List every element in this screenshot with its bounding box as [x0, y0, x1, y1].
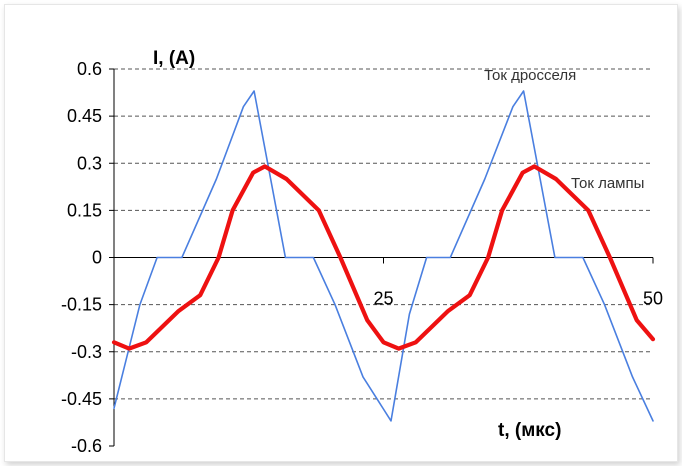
series-line-lamp-current [111, 164, 656, 351]
y-axis-title: I, (A) [153, 48, 195, 69]
series-line-choke-current [113, 90, 654, 422]
legend-lamp-current: Ток лампы [571, 175, 644, 192]
y-tick-label: 0.15 [67, 200, 102, 220]
y-tick-label: 0 [92, 248, 102, 268]
y-tick-label: 0.3 [77, 153, 102, 173]
x-axis-title: t, (мкс) [498, 420, 561, 441]
y-tick-label: -0.15 [61, 295, 102, 315]
chart-frame: 0.6 0.45 0.3 0.15 0 -0.15 -0.3 -0.45 -0.6 25 50 I,… [4, 4, 678, 462]
y-tick-label: -0.6 [71, 436, 102, 456]
tick-marks [109, 68, 654, 447]
y-tick-label: -0.45 [61, 389, 102, 409]
x-tick-label: 50 [643, 289, 663, 309]
legend-choke-current: Ток дросселя [484, 67, 576, 84]
y-tick-label: -0.3 [71, 342, 102, 362]
tick-labels: 0.6 0.45 0.3 0.15 0 -0.15 -0.3 -0.45 -0.6 25 50 [61, 59, 663, 456]
series-layer [111, 90, 656, 422]
y-tick-label: 0.45 [67, 106, 102, 126]
x-tick-label: 25 [373, 289, 393, 309]
grid-lines [114, 68, 653, 400]
chart-svg: 0.6 0.45 0.3 0.15 0 -0.15 -0.3 -0.45 -0.6 25 50 I,… [61, 48, 663, 456]
y-tick-label: 0.6 [77, 59, 102, 79]
